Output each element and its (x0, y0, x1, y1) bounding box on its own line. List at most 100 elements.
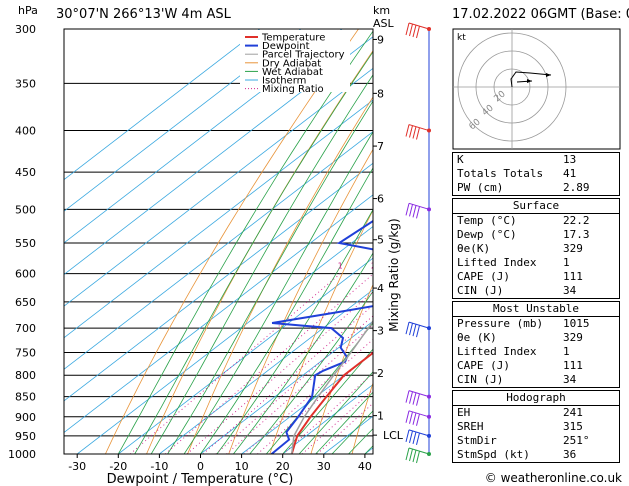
most-unstable-section: Most Unstable Pressure (mb) 1015 θe (K) 32… (452, 301, 620, 388)
stat-row: CIN (J) 34 (453, 373, 619, 387)
wind-barb (405, 410, 430, 426)
pressure-tick-label: 500 (15, 203, 36, 216)
stat-label: CIN (J) (457, 284, 504, 297)
wind-barb (405, 321, 430, 338)
x-axis-label: Dewpoint / Temperature (°C) (107, 472, 294, 486)
wet-adiabat (117, 30, 373, 454)
stat-row: Lifted Index 1 (453, 345, 619, 359)
isotherm-line (64, 29, 302, 212)
plot-frame (63, 28, 374, 455)
datetime-title: 17.02.2022 06GMT (Base: 00) (452, 7, 629, 22)
hodograph-arrow (527, 79, 532, 83)
stat-row: θe (K) 329 (453, 331, 619, 345)
stat-value: 111 (563, 270, 583, 283)
mixing-ratio-axis-label: Mixing Ratio (g/kg) (387, 218, 401, 331)
km-tick-label: 7 (377, 140, 384, 153)
stat-label: θe (K) (457, 331, 497, 344)
pressure-tick-label: 600 (15, 268, 36, 281)
km-tick-label: 1 (377, 410, 384, 423)
legend-label: Isotherm (262, 76, 306, 87)
stat-value: 241 (563, 406, 583, 419)
copyright: © weatheronline.co.uk (485, 471, 622, 485)
mixing-ratio-line (129, 273, 341, 454)
km-tick-label: LCL (383, 429, 404, 442)
km-tick-label: 5 (377, 234, 384, 247)
wind-barb (405, 429, 430, 446)
section-title: Most Unstable (492, 302, 580, 315)
y-axis-label: hPa (18, 4, 38, 17)
hodograph-frame (452, 28, 621, 150)
stat-value: 329 (563, 242, 583, 255)
x-tick-label: 40 (358, 460, 372, 473)
stat-row: Dewp (°C) 17.3 (453, 228, 619, 242)
stat-label: Pressure (mb) (457, 317, 544, 330)
x-tick-label: 20 (276, 460, 290, 473)
x-tick-label: 0 (197, 460, 204, 473)
isotherm-line (64, 29, 261, 181)
pressure-tick-label: 550 (15, 237, 36, 250)
stat-label: CAPE (J) (457, 359, 510, 372)
stat-label: Lifted Index (457, 345, 537, 358)
wet-adiabat (150, 74, 373, 454)
pressure-tick-label: 1000 (8, 448, 36, 461)
stat-value: 41 (563, 167, 577, 180)
stat-label: StmDir (457, 434, 497, 447)
x-tick-label: 30 (317, 460, 331, 473)
stat-label: θe(K) (457, 242, 491, 255)
stat-row: PW (cm) 2.89 (453, 181, 619, 195)
stat-value: 251° (563, 434, 590, 447)
stat-label: StmSpd (kt) (457, 448, 530, 461)
wind-barb (405, 390, 430, 406)
mixing-ratio-label: 1 (338, 262, 343, 271)
pressure-tick-label: 800 (15, 369, 36, 382)
stat-label: Totals Totals (457, 167, 544, 180)
mixing-ratio-label: 2 (371, 262, 376, 271)
stat-row: Pressure (mb) 1015 (453, 317, 619, 331)
stat-row: Totals Totals 41 (453, 167, 619, 181)
mixing-ratio-label: 8 (445, 262, 450, 271)
wet-adiabat (134, 51, 373, 454)
mixing-ratio-line (301, 389, 373, 454)
stat-row: K 13 (453, 153, 619, 167)
stat-row: StmSpd (kt) 36 (453, 448, 619, 462)
stat-value: 34 (563, 284, 577, 297)
wet-adiabat (298, 371, 373, 454)
location-title: 30°07'N 266°13'W 4m ASL (56, 7, 232, 22)
stat-label: Lifted Index (457, 256, 537, 269)
wind-barb (405, 202, 430, 219)
dry-adiabat (146, 49, 373, 454)
x-tick-label: -30 (68, 460, 86, 473)
km-tick-label: 6 (377, 193, 384, 206)
stat-row: Lifted Index 1 (453, 256, 619, 270)
x-tick-label: -20 (109, 460, 127, 473)
wet-adiabat (167, 100, 373, 454)
hodograph-trace (510, 71, 552, 88)
series-parcel-trajectory (290, 319, 373, 454)
stat-value: 2.89 (563, 181, 590, 194)
km-tick-label: 3 (377, 325, 384, 338)
stat-label: CAPE (J) (457, 270, 510, 283)
wet-adiabat (200, 167, 373, 454)
stat-row: Temp (°C) 22.2 (453, 214, 619, 228)
stat-value: 1 (563, 345, 570, 358)
hodograph-unit-label: kt (457, 33, 466, 43)
stat-row: CAPE (J) 111 (453, 359, 619, 373)
dry-adiabat (187, 96, 373, 454)
wet-adiabat (315, 391, 373, 454)
isotherm-line (200, 320, 373, 454)
stat-value: 22.2 (563, 214, 590, 227)
section-title: Surface (512, 199, 560, 212)
legend-label: Dry Adiabat (262, 58, 321, 69)
km-tick-label: 8 (377, 87, 384, 100)
pressure-tick-label: 400 (15, 125, 36, 138)
mixing-ratio-label: 6 (429, 262, 434, 271)
stat-row: CAPE (J) 111 (453, 270, 619, 284)
isotherm-line (76, 225, 373, 454)
isotherm-line (64, 67, 373, 307)
hodograph-arrow (546, 73, 551, 77)
pressure-tick-label: 700 (15, 322, 36, 335)
stat-row: θe(K) 329 (453, 242, 619, 256)
